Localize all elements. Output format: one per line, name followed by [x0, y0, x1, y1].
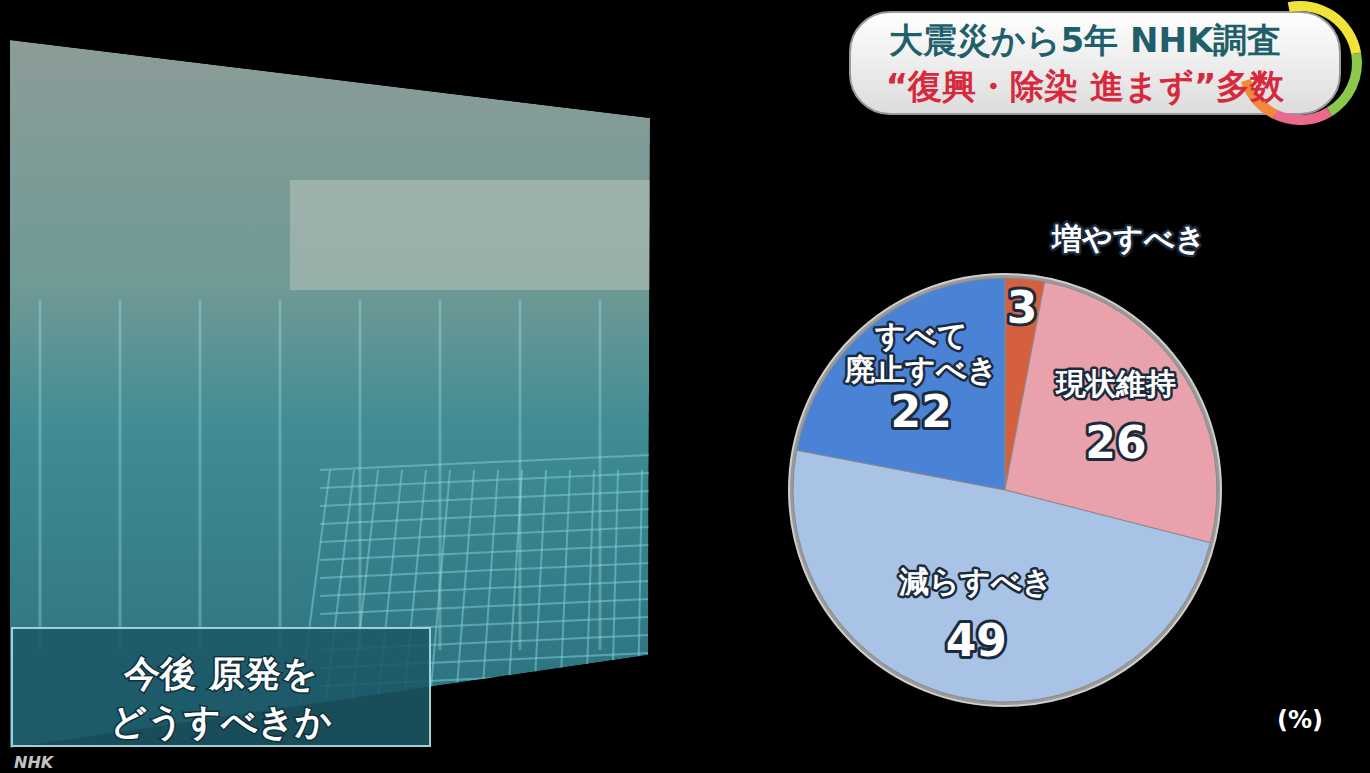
text-line: 現状維持 [1055, 366, 1176, 401]
unit-label: (%) [1277, 706, 1323, 734]
background [0, 0, 1370, 773]
text-line: 今後 原発を [123, 653, 318, 694]
photo-rail [39, 300, 42, 650]
pie-slice [797, 278, 1005, 490]
caption-box [12, 628, 430, 746]
data-label: 3 [1007, 281, 1038, 332]
photo-grid [534, 470, 546, 700]
text-line: 増やすべき [1051, 221, 1206, 256]
photo-grid [560, 470, 570, 700]
banner-box [850, 12, 1340, 114]
text-line: 廃止すべき [844, 352, 998, 387]
pie [789, 274, 1221, 706]
photo-grid [612, 470, 618, 700]
logo: NHK [14, 753, 55, 772]
banner-ring [1327, 52, 1362, 116]
data-label: 26 [1085, 417, 1146, 468]
text-line: すべて [874, 318, 968, 353]
photo-grid [586, 470, 594, 700]
photo [10, 40, 650, 748]
pie-labels: 増やすべき 3 現状維持 26 減らすべき 49 すべて廃止すべき22 [844, 221, 1206, 666]
category-label: すべて廃止すべき [844, 318, 998, 387]
category-label: 現状維持 [1055, 366, 1176, 401]
banner-ring [1273, 108, 1332, 125]
data-label: 49 [946, 615, 1007, 666]
photo-walkway [290, 180, 650, 290]
canvas: 大震災から5年 NHK調査 “復興・除染 進まず”多数増やすべき 3 現状維持 26 減ら… [0, 0, 1370, 773]
photo-grid [482, 470, 498, 700]
data-label: 22 [891, 386, 952, 437]
text-line: どうすべきか [110, 701, 332, 742]
chart-title: 大震災から5年 NHK調査 [889, 20, 1282, 60]
photo-rail [199, 300, 202, 650]
photo-grid [638, 470, 642, 700]
chart-subtitle: “復興・除染 進まず”多数 [886, 66, 1286, 106]
photo-grid [456, 470, 474, 700]
photo-rail [599, 300, 602, 650]
caption: 今後 原発をどうすべきか [12, 628, 430, 746]
text-line: 減らすべき [898, 564, 1053, 599]
photo-area [10, 40, 650, 748]
pie-rim [789, 274, 1221, 706]
photo-rail [519, 300, 522, 650]
photo-rail [359, 300, 362, 650]
caption-text: 今後 原発をどうすべきか [110, 653, 332, 742]
photo-rail [279, 300, 282, 650]
category-label: 減らすべき [898, 564, 1053, 599]
category-label: 増やすべき [1051, 221, 1206, 256]
banner-ring [1288, 1, 1361, 54]
photo-rail [119, 300, 122, 650]
title-banner: 大震災から5年 NHK調査 “復興・除染 進まず”多数 [850, 1, 1362, 125]
photo-rail [439, 300, 442, 650]
